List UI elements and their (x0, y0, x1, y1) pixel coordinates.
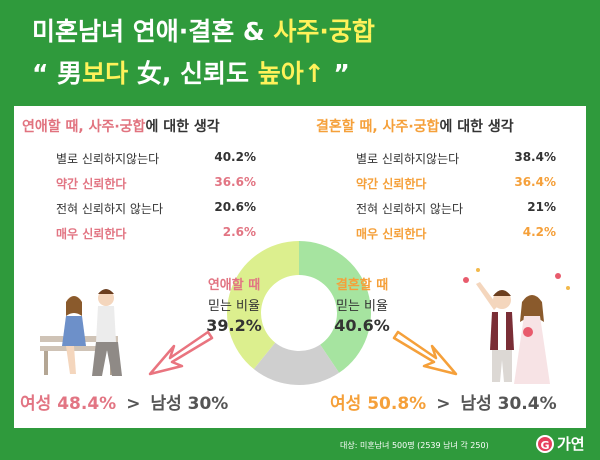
donut-slice-dating (226, 241, 299, 370)
title-line-2-a: “ 男 (32, 59, 83, 88)
marriage-row-label: 약간 신뢰한다 (356, 177, 427, 191)
dating-row-value: 36.6% (214, 175, 256, 189)
dating-title-highlight: 연애할 때, 사주·궁합 (22, 119, 146, 135)
dating-row-value: 2.6% (222, 225, 256, 239)
dating-row-value: 40.2% (214, 150, 256, 164)
brand-logo-icon: G (536, 434, 554, 453)
marriage-row: 전혀 신뢰하지 않는다 21% (356, 196, 556, 221)
marriage-row: 별로 신뢰하지않는다 38.4% (356, 146, 556, 171)
dating-caption-sub: 믿는 비율 (208, 299, 260, 314)
title-line-2-e: ” (324, 59, 350, 88)
dating-row-label: 별로 신뢰하지않는다 (56, 152, 160, 166)
dating-stats-list: 별로 신뢰하지않는다 40.2% 약간 신뢰한다 36.6% 전혀 신뢰하지 않는다… (56, 146, 256, 246)
marriage-row-value: 21% (527, 200, 556, 214)
dating-caption: 연애할 때 믿는 비율 39.2% (194, 274, 274, 335)
title-line-2-c: 女, 신뢰도 (128, 59, 258, 88)
title-line-2-highlight-1: 보다 (82, 59, 129, 88)
dating-men-label: 남성 30% (150, 394, 229, 414)
dating-title-rest: 에 대한 생각 (145, 119, 220, 135)
dating-row: 별로 신뢰하지않는다 40.2% (56, 146, 256, 171)
marriage-stats-list: 별로 신뢰하지않는다 38.4% 약간 신뢰한다 36.4% 전혀 신뢰하지 않는다… (356, 146, 556, 246)
donut-chart (226, 240, 372, 386)
marriage-caption: 결혼할 때 믿는 비율 40.6% (322, 274, 402, 335)
donut-chart-svg (226, 241, 371, 385)
dating-row-label: 약간 신뢰한다 (56, 177, 127, 191)
dating-women-label: 여성 48.4% (20, 394, 117, 414)
right-arrow-icon (392, 330, 458, 376)
dating-section-title: 연애할 때, 사주·궁합에 대한 생각 (22, 116, 220, 136)
marriage-men-label: 남성 30.4% (460, 394, 557, 414)
marriage-caption-title: 결혼할 때 (335, 278, 389, 293)
content-panel: 연애할 때, 사주·궁합에 대한 생각 결혼할 때, 사주·궁합에 대한 생각 … (14, 106, 586, 428)
marriage-row: 약간 신뢰한다 36.4% (356, 171, 556, 196)
title-line-2-highlight-2: 높아↑ (257, 59, 325, 88)
marriage-caption-sub: 믿는 비율 (336, 299, 388, 314)
dating-caption-value: 39.2% (206, 316, 262, 335)
marriage-gt-symbol: > (436, 394, 451, 414)
marriage-row-value: 36.4% (514, 175, 556, 189)
marriage-row-label: 매우 신뢰한다 (356, 227, 427, 241)
marriage-row: 매우 신뢰한다 4.2% (356, 221, 556, 246)
wedding-couple-illustration (463, 268, 570, 384)
couple-bench-illustration (40, 289, 122, 376)
marriage-women-label: 여성 50.8% (330, 394, 427, 414)
title-line-1-highlight: 사주·궁합 (273, 17, 375, 46)
marriage-row-label: 별로 신뢰하지않는다 (356, 152, 460, 166)
marriage-caption-value: 40.6% (334, 316, 390, 335)
dating-row-label: 매우 신뢰한다 (56, 227, 127, 241)
title-line-2: “ 男보다 女, 신뢰도 높아↑ ” (32, 54, 350, 90)
marriage-title-highlight: 결혼할 때, 사주·궁합 (316, 119, 440, 135)
marriage-row-value: 4.2% (522, 225, 556, 239)
dating-row-label: 전혀 신뢰하지 않는다 (56, 202, 163, 216)
donut-slice-rest (253, 342, 340, 385)
dating-gt-symbol: > (126, 394, 141, 414)
marriage-row-value: 38.4% (514, 150, 556, 164)
survey-note: 대상: 미혼남녀 500명 (2539 남녀 각 250) (340, 441, 489, 450)
marriage-row-label: 전혀 신뢰하지 않는다 (356, 202, 463, 216)
title-line-1-a: 미혼남녀 연애·결혼 & (32, 17, 274, 46)
title-line-1: 미혼남녀 연애·결혼 & 사주·궁합 (32, 12, 375, 48)
dating-row: 약간 신뢰한다 36.6% (56, 171, 256, 196)
marriage-title-rest: 에 대한 생각 (439, 119, 514, 135)
dating-row: 매우 신뢰한다 2.6% (56, 221, 256, 246)
left-arrow-icon (148, 330, 214, 376)
dating-caption-title: 연애할 때 (207, 278, 261, 293)
dating-row-value: 20.6% (214, 200, 256, 214)
marriage-gender-comparison: 여성 50.8% > 남성 30.4% (330, 389, 557, 414)
brand-logo: G 가연 (536, 433, 585, 454)
brand-logo-text: 가연 (557, 435, 585, 453)
marriage-section-title: 결혼할 때, 사주·궁합에 대한 생각 (316, 116, 514, 136)
donut-slice-marriage (299, 241, 371, 373)
dating-gender-comparison: 여성 48.4% > 남성 30% (20, 389, 228, 414)
dating-row: 전혀 신뢰하지 않는다 20.6% (56, 196, 256, 221)
